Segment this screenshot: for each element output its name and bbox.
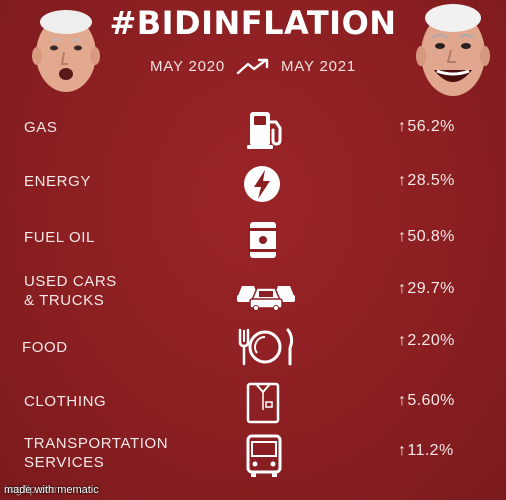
cars-icon — [237, 286, 295, 311]
category-row-food: FOOD ↑2.20% — [0, 322, 506, 374]
gas-pump-icon — [247, 112, 282, 149]
category-label: USED CARS & TRUCKS — [24, 273, 117, 309]
category-value: ↑29.7% — [398, 280, 455, 297]
category-label: GAS — [24, 119, 58, 136]
watermark-site: imgflip.com — [4, 484, 60, 496]
category-label: TRANSPORTATION SERVICES — [24, 435, 169, 471]
plate-utensils-icon — [238, 328, 294, 366]
up-arrow-icon: ↑ — [398, 280, 407, 297]
category-row-transportation-services: TRANSPORTATION SERVICES ↑11.2% — [0, 432, 506, 484]
period-end: MAY 2021 — [280, 58, 357, 75]
watermark-overlay: made with mematic — [4, 484, 99, 496]
right-face-photo — [416, 4, 490, 96]
period-subtitle: MAY 2020 MAY 2021 — [0, 58, 506, 76]
category-row-energy: ENERGY ↑28.5% — [0, 160, 506, 212]
category-value: ↑50.8% — [398, 228, 455, 245]
category-value: ↑28.5% — [398, 172, 455, 189]
category-label: FUEL OIL — [24, 229, 95, 246]
page-title: #BIDINFLATION — [109, 4, 397, 42]
up-arrow-icon: ↑ — [398, 392, 407, 409]
category-value: ↑5.60% — [398, 392, 455, 409]
up-arrow-icon: ↑ — [398, 442, 407, 459]
trend-up-arrow-icon — [236, 58, 269, 75]
energy-bolt-icon — [244, 166, 280, 202]
up-arrow-icon: ↑ — [398, 172, 407, 189]
watermark: imgflip.com made with mematic — [4, 484, 99, 496]
category-label: CLOTHING — [24, 393, 107, 410]
shirt-box-icon — [246, 382, 280, 424]
up-arrow-icon: ↑ — [398, 118, 407, 135]
category-row-used-cars-trucks: USED CARS & TRUCKS ↑29.7% — [0, 268, 506, 320]
up-arrow-icon: ↑ — [398, 228, 407, 245]
category-value: ↑56.2% — [398, 118, 455, 135]
up-arrow-icon: ↑ — [398, 332, 407, 349]
category-row-gas: GAS ↑56.2% — [0, 104, 506, 156]
category-label: FOOD — [22, 339, 68, 356]
period-start: MAY 2020 — [149, 58, 226, 75]
category-value: ↑11.2% — [398, 442, 454, 459]
category-row-clothing: CLOTHING ↑5.60% — [0, 378, 506, 430]
bus-icon — [246, 434, 282, 477]
category-label: ENERGY — [24, 173, 91, 190]
category-value: ↑2.20% — [398, 332, 455, 349]
oil-barrel-icon — [248, 222, 278, 258]
category-row-fuel-oil: FUEL OIL ↑50.8% — [0, 216, 506, 268]
left-face-photo — [32, 10, 100, 92]
